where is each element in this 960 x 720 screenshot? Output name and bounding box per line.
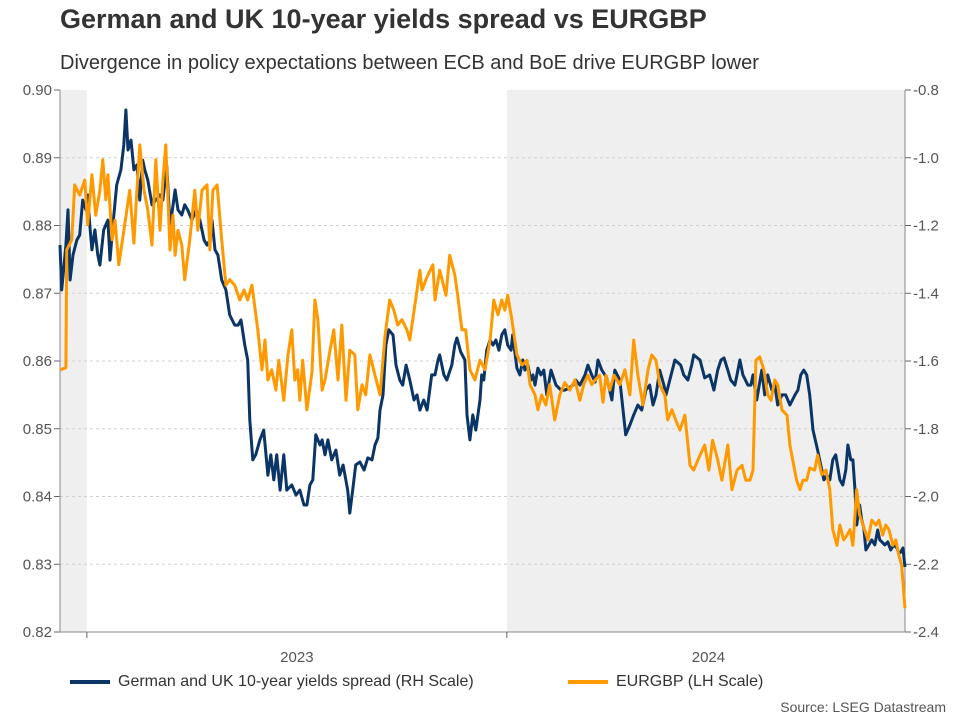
left-tick-label: 0.86 [23, 353, 52, 370]
left-tick-label: 0.83 [23, 556, 52, 573]
x-tick-label: 2023 [280, 649, 313, 666]
left-tick-label: 0.82 [23, 624, 52, 641]
right-tick-label: -1.2 [913, 218, 939, 235]
right-tick-label: -1.0 [913, 150, 939, 167]
legend-label-eurgbp: EURGBP (LH Scale) [616, 673, 764, 690]
tick-labels: 0.82 0.83 0.84 0.85 0.86 0.87 0.88 0.89 0.90 -2.4… [23, 82, 939, 666]
right-tick-label: -1.6 [913, 353, 939, 370]
series-lines [58, 108, 907, 609]
legend-label-spread: German and UK 10-year yields spread (RH … [118, 673, 474, 690]
spread-series-line [58, 108, 907, 568]
x-tick-label: 2024 [692, 649, 725, 666]
eurgbp-series-line [59, 143, 907, 609]
right-tick-label: -2.2 [913, 556, 939, 573]
right-tick-label: -1.8 [913, 421, 939, 438]
right-tick-label: -0.8 [913, 82, 939, 99]
legend-swatch-eurgbp [568, 680, 608, 684]
left-tick-label: 0.87 [23, 285, 52, 302]
chart-subtitle: Divergence in policy expectations betwee… [60, 52, 759, 74]
left-tick-label: 0.84 [23, 489, 52, 506]
legend-item-eurgbp: EURGBP (LH Scale) [568, 673, 763, 691]
legend-swatch-spread [70, 680, 110, 684]
right-tick-label: -2.0 [913, 489, 939, 506]
chart-title: German and UK 10-year yields spread vs E… [60, 4, 707, 34]
source-note: Source: LSEG Datastream [780, 699, 946, 715]
left-tick-label: 0.85 [23, 421, 52, 438]
legend-item-spread: German and UK 10-year yields spread (RH … [70, 673, 474, 691]
axes [54, 89, 911, 638]
left-tick-label: 0.88 [23, 218, 52, 235]
left-tick-label: 0.90 [23, 82, 52, 99]
left-tick-label: 0.89 [23, 150, 52, 167]
right-tick-label: -1.4 [913, 285, 939, 302]
gridlines [60, 157, 905, 565]
right-tick-label: -2.4 [913, 624, 939, 641]
